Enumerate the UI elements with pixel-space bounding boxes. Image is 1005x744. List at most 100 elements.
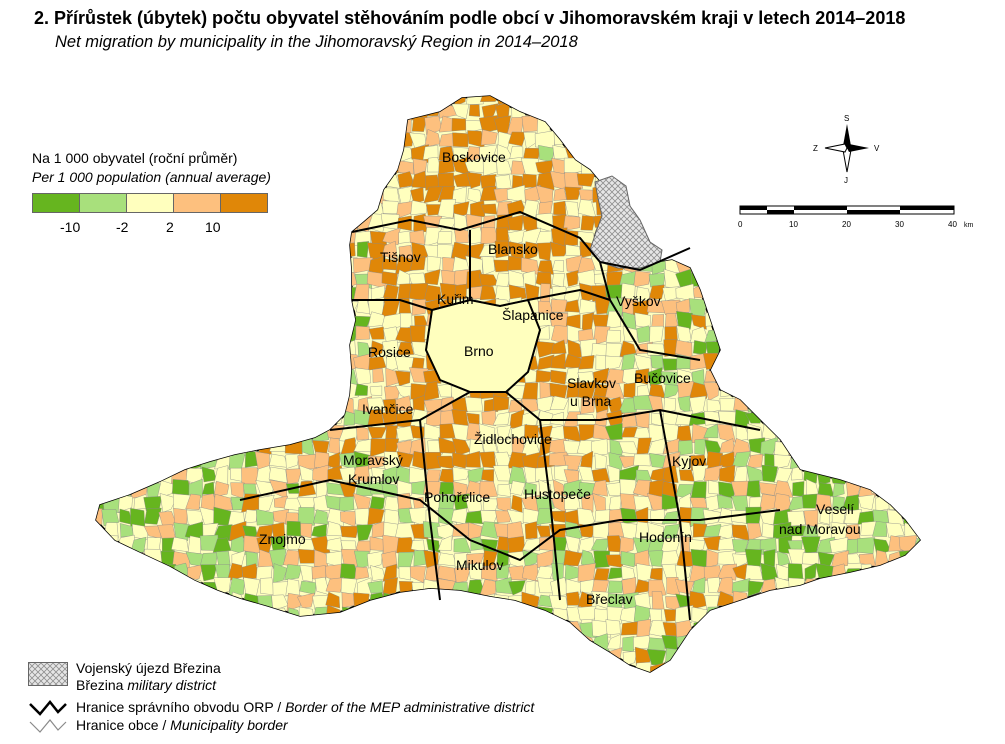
municipality-polygon xyxy=(802,594,821,609)
municipality-polygon xyxy=(367,605,386,625)
municipality-polygon xyxy=(256,411,271,427)
municipality-polygon xyxy=(328,437,341,455)
municipality-polygon xyxy=(101,634,120,652)
municipality-polygon xyxy=(214,227,232,247)
municipality-polygon xyxy=(774,396,791,414)
municipality-polygon xyxy=(716,494,733,509)
municipality-polygon xyxy=(409,256,426,271)
municipality-polygon xyxy=(243,200,258,217)
municipality-polygon xyxy=(858,96,877,107)
municipality-polygon xyxy=(424,605,443,625)
municipality-polygon xyxy=(730,159,751,175)
municipality-polygon xyxy=(171,340,188,358)
municipality-polygon xyxy=(718,269,737,290)
municipality-polygon xyxy=(705,157,722,177)
municipality-polygon xyxy=(369,663,387,672)
municipality-polygon xyxy=(916,338,920,360)
municipality-polygon xyxy=(917,255,920,272)
municipality-polygon xyxy=(788,592,808,610)
municipality-polygon xyxy=(829,635,845,651)
municipality-polygon xyxy=(128,355,149,371)
municipality-polygon xyxy=(382,577,398,596)
municipality-polygon xyxy=(760,413,778,426)
municipality-polygon xyxy=(437,535,453,551)
municipality-polygon xyxy=(244,398,261,412)
municipality-polygon xyxy=(255,424,274,441)
municipality-polygon xyxy=(913,509,920,523)
municipality-polygon xyxy=(298,298,315,313)
municipality-polygon xyxy=(343,677,357,695)
municipality-polygon xyxy=(412,634,429,652)
municipality-polygon xyxy=(859,188,875,203)
municipality-polygon xyxy=(129,382,148,399)
municipality-polygon xyxy=(115,203,133,219)
municipality-polygon xyxy=(564,201,579,217)
municipality-polygon xyxy=(913,647,920,667)
municipality-polygon xyxy=(118,115,135,132)
municipality-polygon xyxy=(479,96,499,103)
municipality-polygon xyxy=(326,411,344,425)
municipality-polygon xyxy=(340,242,356,259)
municipality-polygon xyxy=(607,567,623,580)
municipality-polygon xyxy=(104,410,121,429)
municipality-polygon xyxy=(173,231,190,247)
municipality-polygon xyxy=(916,104,920,122)
municipality-polygon xyxy=(734,339,751,355)
municipality-polygon xyxy=(480,619,496,638)
municipality-polygon xyxy=(662,358,679,371)
municipality-polygon xyxy=(885,355,900,373)
municipality-polygon xyxy=(96,283,106,303)
municipality-polygon xyxy=(340,200,359,218)
municipality-polygon xyxy=(914,466,920,485)
municipality-polygon xyxy=(353,100,373,120)
municipality-polygon xyxy=(647,367,663,387)
municipality-polygon xyxy=(200,397,217,415)
municipality-polygon xyxy=(816,465,832,486)
municipality-polygon xyxy=(408,649,427,667)
municipality-polygon xyxy=(355,145,371,162)
municipality-polygon xyxy=(550,299,569,313)
municipality-polygon xyxy=(101,284,117,304)
municipality-polygon xyxy=(509,618,525,637)
municipality-polygon xyxy=(101,297,118,318)
municipality-polygon xyxy=(563,96,581,105)
municipality-polygon xyxy=(816,342,835,356)
municipality-polygon xyxy=(899,243,919,257)
municipality-polygon xyxy=(676,679,695,694)
municipality-polygon xyxy=(257,647,271,666)
municipality-polygon xyxy=(790,676,804,694)
municipality-polygon xyxy=(859,371,875,386)
municipality-polygon xyxy=(801,424,818,442)
municipality-polygon xyxy=(872,634,890,650)
municipality-polygon xyxy=(524,424,539,439)
municipality-polygon xyxy=(661,159,680,176)
municipality-polygon xyxy=(241,284,260,303)
municipality-polygon xyxy=(115,269,136,289)
municipality-polygon xyxy=(745,272,764,286)
municipality-polygon xyxy=(844,96,862,108)
municipality-polygon xyxy=(815,412,833,427)
municipality-polygon xyxy=(788,105,807,122)
municipality-polygon xyxy=(396,604,414,625)
municipality-polygon xyxy=(661,146,681,162)
municipality-polygon xyxy=(117,101,133,120)
municipality-polygon xyxy=(297,507,315,526)
municipality-polygon xyxy=(143,566,161,582)
municipality-polygon xyxy=(510,96,526,108)
municipality-polygon xyxy=(101,368,119,387)
municipality-polygon xyxy=(746,143,764,162)
municipality-polygon xyxy=(913,412,920,428)
municipality-polygon xyxy=(692,465,709,482)
legend-orp-border: Hranice správního obvodu ORP / Border of… xyxy=(76,699,534,715)
legend-military-english-suffix: military district xyxy=(127,677,217,693)
municipality-polygon xyxy=(174,636,190,652)
municipality-polygon xyxy=(96,160,107,173)
municipality-polygon xyxy=(702,352,723,370)
municipality-polygon xyxy=(535,369,555,383)
municipality-polygon xyxy=(466,605,484,625)
municipality-polygon xyxy=(257,255,275,272)
municipality-polygon xyxy=(693,340,708,355)
municipality-polygon xyxy=(114,593,134,610)
municipality-polygon xyxy=(174,577,189,597)
label-brno: Brno xyxy=(464,343,494,359)
